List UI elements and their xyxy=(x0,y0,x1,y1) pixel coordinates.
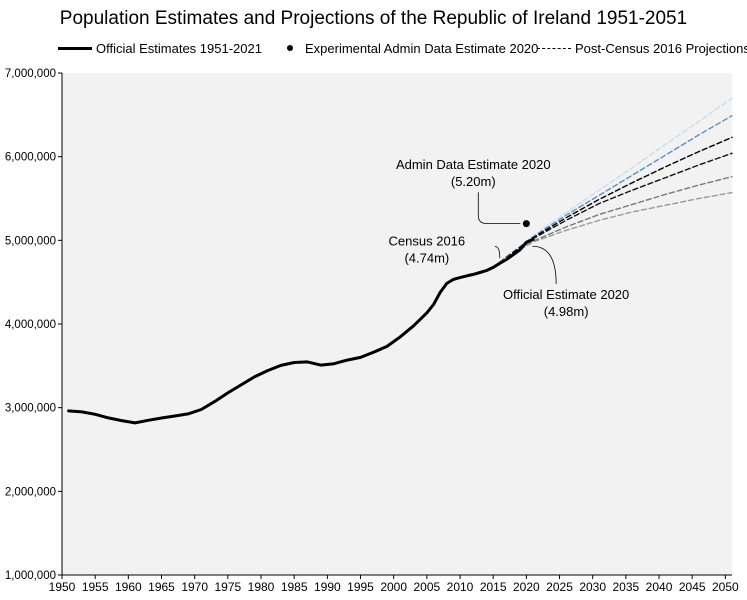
annotation-label: Official Estimate 2020 (4.98m) xyxy=(503,287,629,319)
x-tick-label: 1970 xyxy=(181,580,208,594)
series-layer xyxy=(67,97,733,425)
projection-line xyxy=(499,97,733,263)
x-tick-label: 1960 xyxy=(115,580,142,594)
x-tick-label: 2010 xyxy=(447,580,474,594)
annotation-label-line: (5.20m) xyxy=(451,174,496,189)
projection-line xyxy=(499,152,733,263)
y-tick-label: 6,000,000 xyxy=(5,152,56,164)
y-tick-label: 1,000,000 xyxy=(5,570,56,582)
x-tick-label: 2050 xyxy=(712,580,739,594)
x-tick-label: 2000 xyxy=(380,580,407,594)
y-tick-label: 7,000,000 xyxy=(5,68,56,80)
x-tick-label: 1950 xyxy=(49,580,76,594)
x-tick-label: 1965 xyxy=(148,580,175,594)
legend-label: Experimental Admin Data Estimate 2020 xyxy=(305,40,539,56)
axes: 1,000,000 2,000,000 3,000,000 4,000,000 5,00… xyxy=(5,68,739,594)
legend-dot-swatch xyxy=(287,45,293,51)
legend-solid-line-swatch xyxy=(58,46,92,50)
chart-legend: Official Estimates 1951-2021 Experimenta… xyxy=(50,38,747,58)
annotation-label: Census 2016 (4.74m) xyxy=(389,233,466,265)
x-tick-label: 1990 xyxy=(314,580,341,594)
annotation-leader-line xyxy=(494,245,501,259)
x-tick-label: 1955 xyxy=(82,580,109,594)
annotation-label-line: (4.98m) xyxy=(544,304,589,319)
annotation-leader-line xyxy=(477,192,521,224)
admin-data-estimate-point xyxy=(522,220,530,228)
annotation-label-line: Admin Data Estimate 2020 xyxy=(396,157,551,172)
projection-line xyxy=(499,136,733,263)
legend-label: Post-Census 2016 Projections xyxy=(575,40,747,56)
x-tick-label: 2035 xyxy=(613,580,640,594)
chart-title: Population Estimates and Projections of … xyxy=(59,8,688,29)
x-tick-label: 2005 xyxy=(413,580,440,594)
y-tick-label: 3,000,000 xyxy=(5,403,56,415)
x-tick-label: 1995 xyxy=(347,580,374,594)
legend-item-projections: Post-Census 2016 Projections xyxy=(537,38,747,58)
x-tick-label: 2045 xyxy=(679,580,706,594)
x-tick-label: 2040 xyxy=(646,580,673,594)
x-tick-label: 1980 xyxy=(248,580,275,594)
y-tick-label: 2,000,000 xyxy=(5,486,56,498)
y-tick-label: 4,000,000 xyxy=(5,319,56,331)
x-tick-label: 1975 xyxy=(214,580,241,594)
projection-line xyxy=(499,175,733,263)
plot-area xyxy=(62,73,732,575)
x-tick-label: 2015 xyxy=(480,580,507,594)
annotation-label-line: Official Estimate 2020 xyxy=(503,287,629,302)
annotation-label: Admin Data Estimate 2020 (5.20m) xyxy=(396,157,551,189)
legend-item-admin-data-estimate: Experimental Admin Data Estimate 2020 xyxy=(287,38,538,58)
legend-dashed-line-swatch xyxy=(537,47,571,49)
x-tick-label: 2025 xyxy=(546,580,573,594)
x-tick-label: 1985 xyxy=(281,580,308,594)
official-estimates-line xyxy=(67,237,535,425)
y-tick-label: 5,000,000 xyxy=(5,235,56,247)
x-tick-label: 2030 xyxy=(579,580,606,594)
legend-label: Official Estimates 1951-2021 xyxy=(96,40,262,56)
annotation-label-line: (4.74m) xyxy=(404,250,449,265)
projection-line xyxy=(499,114,733,263)
legend-item-official-estimates: Official Estimates 1951-2021 xyxy=(58,38,262,58)
annotation-label-line: Census 2016 xyxy=(389,233,466,248)
projection-line xyxy=(499,191,733,263)
annotation-leader-line xyxy=(532,245,557,284)
annotation-layer: Admin Data Estimate 2020 (5.20m) Census 20… xyxy=(389,157,630,319)
x-tick-label: 2020 xyxy=(513,580,540,594)
